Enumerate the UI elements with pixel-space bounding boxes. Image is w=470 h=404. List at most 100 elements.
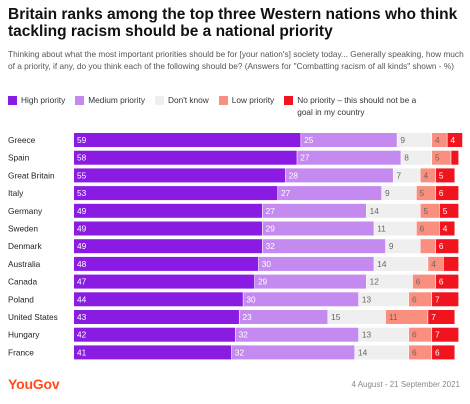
data-label: 28 xyxy=(289,170,299,180)
data-label: 5 xyxy=(424,206,429,216)
bar-segment xyxy=(443,256,459,271)
data-label: 25 xyxy=(304,135,314,145)
bar-segment xyxy=(262,203,366,218)
category-label: Greece xyxy=(8,135,36,145)
bar-segment xyxy=(420,203,440,218)
data-label: 6 xyxy=(412,330,417,340)
bar-segment xyxy=(408,327,432,342)
data-label: 14 xyxy=(358,347,368,357)
data-label: 44 xyxy=(77,294,87,304)
bar-segment xyxy=(74,256,259,271)
bar-segment xyxy=(408,345,432,360)
data-label: 32 xyxy=(235,347,245,357)
bar-segment xyxy=(74,221,263,236)
category-label: Italy xyxy=(8,188,24,198)
legend-label: High priority xyxy=(21,95,66,105)
data-label: 6 xyxy=(412,294,417,304)
data-label: 58 xyxy=(77,153,87,163)
bar-segment xyxy=(435,239,459,254)
legend-label: No priority – this should not be a goal … xyxy=(297,95,417,117)
category-label: Canada xyxy=(8,277,37,287)
bar-segment xyxy=(74,274,255,289)
legend-item: High priority xyxy=(8,95,65,107)
data-label: 6 xyxy=(420,224,425,234)
bar-segment xyxy=(432,150,451,165)
data-label: 7 xyxy=(431,312,436,322)
data-label: 13 xyxy=(362,294,372,304)
legend-label: Don't know xyxy=(167,95,209,105)
category-label: Sweden xyxy=(8,224,38,234)
bar-segment xyxy=(397,133,432,147)
data-label: 30 xyxy=(246,294,256,304)
category-label: Hungary xyxy=(8,330,40,340)
data-label: 42 xyxy=(77,330,87,340)
legend-item: No priority – this should not be a goal … xyxy=(284,95,427,118)
bar-segment xyxy=(374,256,428,271)
bar-segment xyxy=(439,203,459,218)
bar-segment xyxy=(385,310,428,324)
data-label: 4 xyxy=(431,259,436,269)
bar-segment xyxy=(420,239,436,254)
bar-segment xyxy=(432,327,459,342)
data-label: 53 xyxy=(77,188,87,198)
bar-segment xyxy=(74,327,236,342)
category-label: Australia xyxy=(8,259,41,269)
bar-segment xyxy=(401,150,432,165)
data-label: 48 xyxy=(77,259,87,269)
bar-segment xyxy=(74,203,263,218)
bar-segment xyxy=(358,292,409,307)
bar-segment xyxy=(301,133,397,147)
chart-legend: High priority Medium priority Don't know Lo… xyxy=(8,95,464,118)
bar-segment xyxy=(432,133,447,147)
data-label: 43 xyxy=(77,312,87,322)
data-label: 14 xyxy=(370,206,380,216)
legend-label: Low priority xyxy=(231,95,275,105)
data-label: 9 xyxy=(389,241,394,251)
legend-swatch xyxy=(8,96,17,105)
bar-segment xyxy=(297,150,401,165)
data-label: 6 xyxy=(439,277,444,287)
data-label: 14 xyxy=(377,259,387,269)
data-label: 11 xyxy=(389,312,398,322)
bar-segment xyxy=(74,292,243,307)
bar-segment xyxy=(428,256,443,271)
bar-segment xyxy=(416,186,436,201)
bar-segment xyxy=(258,256,374,271)
bar-segment xyxy=(412,274,436,289)
legend-item: Don't know xyxy=(154,95,209,107)
data-label: 9 xyxy=(400,135,405,145)
data-label: 49 xyxy=(77,241,87,251)
chart-subtitle: Thinking about what the most important p… xyxy=(8,49,464,71)
bar-segment xyxy=(74,239,263,254)
data-label: 27 xyxy=(266,206,276,216)
data-label: 32 xyxy=(266,241,276,251)
data-label: 4 xyxy=(435,135,440,145)
bar-segment xyxy=(243,292,359,307)
bar-segment xyxy=(74,345,232,360)
category-label: Denmark xyxy=(8,241,43,251)
bar-segment xyxy=(432,345,455,360)
category-label: Poland xyxy=(8,294,34,304)
bar-segment xyxy=(408,292,432,307)
data-label: 47 xyxy=(77,277,87,287)
bar-segment xyxy=(428,310,455,324)
legend-swatch xyxy=(218,96,228,105)
data-label: 55 xyxy=(77,170,87,180)
bar-segment xyxy=(235,327,359,342)
bar-segment xyxy=(439,221,455,236)
legend-label: Medium priority xyxy=(88,95,145,105)
data-label: 11 xyxy=(377,224,386,234)
data-label: 4 xyxy=(450,135,455,145)
data-label: 7 xyxy=(397,170,402,180)
bar-segment xyxy=(435,186,459,201)
bar-segment xyxy=(254,274,366,289)
legend-swatch xyxy=(75,96,85,105)
chart-title: Britain ranks among the top three Wester… xyxy=(8,6,458,40)
data-label: 9 xyxy=(385,188,390,198)
bar-segment xyxy=(355,345,409,360)
category-label: United States xyxy=(8,312,58,322)
data-label: 32 xyxy=(239,330,249,340)
bar-segment xyxy=(328,310,386,324)
data-label: 23 xyxy=(243,312,253,322)
